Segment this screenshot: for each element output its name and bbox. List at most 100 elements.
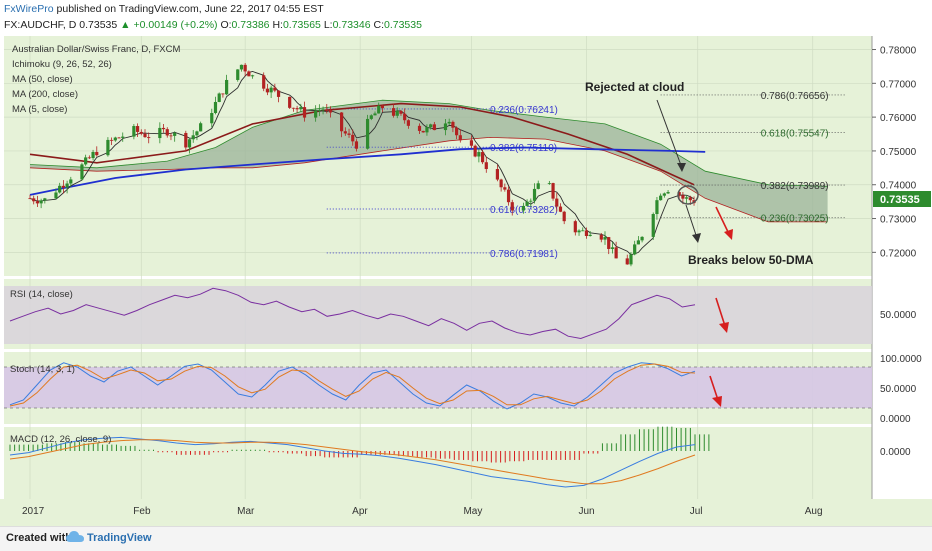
time-axis[interactable] xyxy=(0,499,932,526)
candle-body xyxy=(480,152,485,163)
candle-body xyxy=(269,87,273,93)
price-tick-label: 0.74000 xyxy=(880,181,917,192)
candle-body xyxy=(469,140,474,146)
candle-body xyxy=(187,139,192,148)
candle-body xyxy=(273,87,277,91)
candle-body xyxy=(429,124,433,128)
candle-body xyxy=(603,237,607,240)
candle-body xyxy=(369,115,373,119)
candles xyxy=(28,63,696,267)
x-tick-label: Jun xyxy=(578,506,594,517)
candle-body xyxy=(558,206,563,212)
symbol-line: FX:AUDCHF, D 0.73535 ▲ +0.00149 (+0.2%) … xyxy=(4,19,422,31)
candle-body xyxy=(139,131,143,134)
symbol-label: FX:AUDCHF, D xyxy=(4,19,77,31)
last-price: 0.73535 xyxy=(79,19,118,31)
candle-body xyxy=(80,164,84,180)
candle-body xyxy=(391,108,396,116)
candle-body xyxy=(243,64,247,72)
candle-body xyxy=(295,108,299,110)
candle-body xyxy=(399,110,403,114)
candle-body xyxy=(265,88,270,93)
candle-body xyxy=(499,179,503,188)
candle-body xyxy=(588,234,592,236)
candle-body xyxy=(132,126,136,137)
signal-path xyxy=(9,439,696,485)
macd-lines xyxy=(9,426,710,488)
moving-averages xyxy=(29,71,706,256)
candle-body xyxy=(321,109,325,111)
last-price-badge xyxy=(873,191,931,207)
candle-body xyxy=(236,69,240,80)
candle-body xyxy=(525,201,529,206)
stoch-tick-label: 50.0000 xyxy=(880,384,917,395)
candle-body xyxy=(39,200,43,204)
annotation-rejected: Rejected at cloud xyxy=(585,80,684,94)
candle-body xyxy=(599,234,603,240)
candle-body xyxy=(317,110,321,111)
close-label: C: xyxy=(373,19,384,31)
chart-canvas[interactable]: 0.236(0.76241)0.382(0.75110)0.618(0.7328… xyxy=(0,0,932,526)
candle-body xyxy=(314,110,318,118)
annotation-breaks: Breaks below 50-DMA xyxy=(688,253,814,267)
brand-link[interactable]: FxWirePro xyxy=(4,3,54,15)
candle-body xyxy=(536,183,540,189)
candle-body xyxy=(184,132,188,148)
candle-body xyxy=(217,93,221,102)
macd-pane[interactable] xyxy=(4,427,872,499)
candle-body xyxy=(666,192,670,194)
created-with-text: Created with xyxy=(6,532,73,544)
candle-body xyxy=(28,198,32,200)
fib-label: 0.786(0.71981) xyxy=(490,249,558,260)
tradingview-link[interactable]: TradingView xyxy=(87,532,152,544)
price-axis-bg[interactable] xyxy=(872,36,932,499)
rsi-tick-label: 50.0000 xyxy=(880,310,917,321)
ma50-line xyxy=(29,102,695,186)
candle-body xyxy=(395,110,399,116)
stoch-d-path xyxy=(9,363,696,407)
candle-body xyxy=(662,193,666,196)
rsi-line xyxy=(9,287,696,340)
candle-body xyxy=(43,198,47,201)
candle-body xyxy=(210,113,214,124)
candle-body xyxy=(640,236,644,241)
indicator-ichimoku: Ichimoku (9, 26, 52, 26) xyxy=(12,59,112,70)
candle-body xyxy=(614,247,618,259)
open-label: O: xyxy=(220,19,232,31)
candle-body xyxy=(521,205,525,211)
candle-body xyxy=(377,105,381,114)
axes: 2017 Feb Mar Apr May Jun Jul Aug 0.78000 0.77000 0… xyxy=(22,46,922,517)
candle-body xyxy=(380,105,385,109)
candle-body xyxy=(636,240,640,245)
candle-body xyxy=(35,201,40,204)
candle-body xyxy=(581,230,585,232)
candle-body xyxy=(91,151,95,159)
candle-body xyxy=(688,197,692,201)
candle-body xyxy=(443,123,448,131)
candle-body xyxy=(195,131,199,136)
annotation-arrows xyxy=(656,99,733,407)
x-tick-label: 2017 xyxy=(22,506,45,517)
stoch-tick-label: 0.0000 xyxy=(880,414,911,425)
last-price-badge-text: 0.73535 xyxy=(880,194,920,206)
candle-body xyxy=(302,107,307,118)
price-pane[interactable] xyxy=(4,36,872,276)
price-tick-label: 0.77000 xyxy=(880,79,917,90)
candle-body xyxy=(484,162,488,170)
candle-body xyxy=(659,195,663,201)
candle-body xyxy=(354,141,359,149)
high-label: H: xyxy=(272,19,283,31)
candle-body xyxy=(299,107,303,110)
fib-label: 0.786(0.76656) xyxy=(761,91,829,102)
macd-path xyxy=(9,436,696,488)
candle-body xyxy=(529,200,533,202)
candle-body xyxy=(432,124,436,131)
macd-tick-label: 0.0000 xyxy=(880,447,911,458)
candle-body xyxy=(406,120,410,126)
candle-body xyxy=(685,197,689,199)
close-value: 0.73535 xyxy=(383,19,422,31)
rsi-title: RSI (14, close) xyxy=(10,289,73,300)
low-label: L: xyxy=(323,19,333,31)
x-tick-label: Mar xyxy=(237,506,255,517)
candle-body xyxy=(84,157,88,165)
